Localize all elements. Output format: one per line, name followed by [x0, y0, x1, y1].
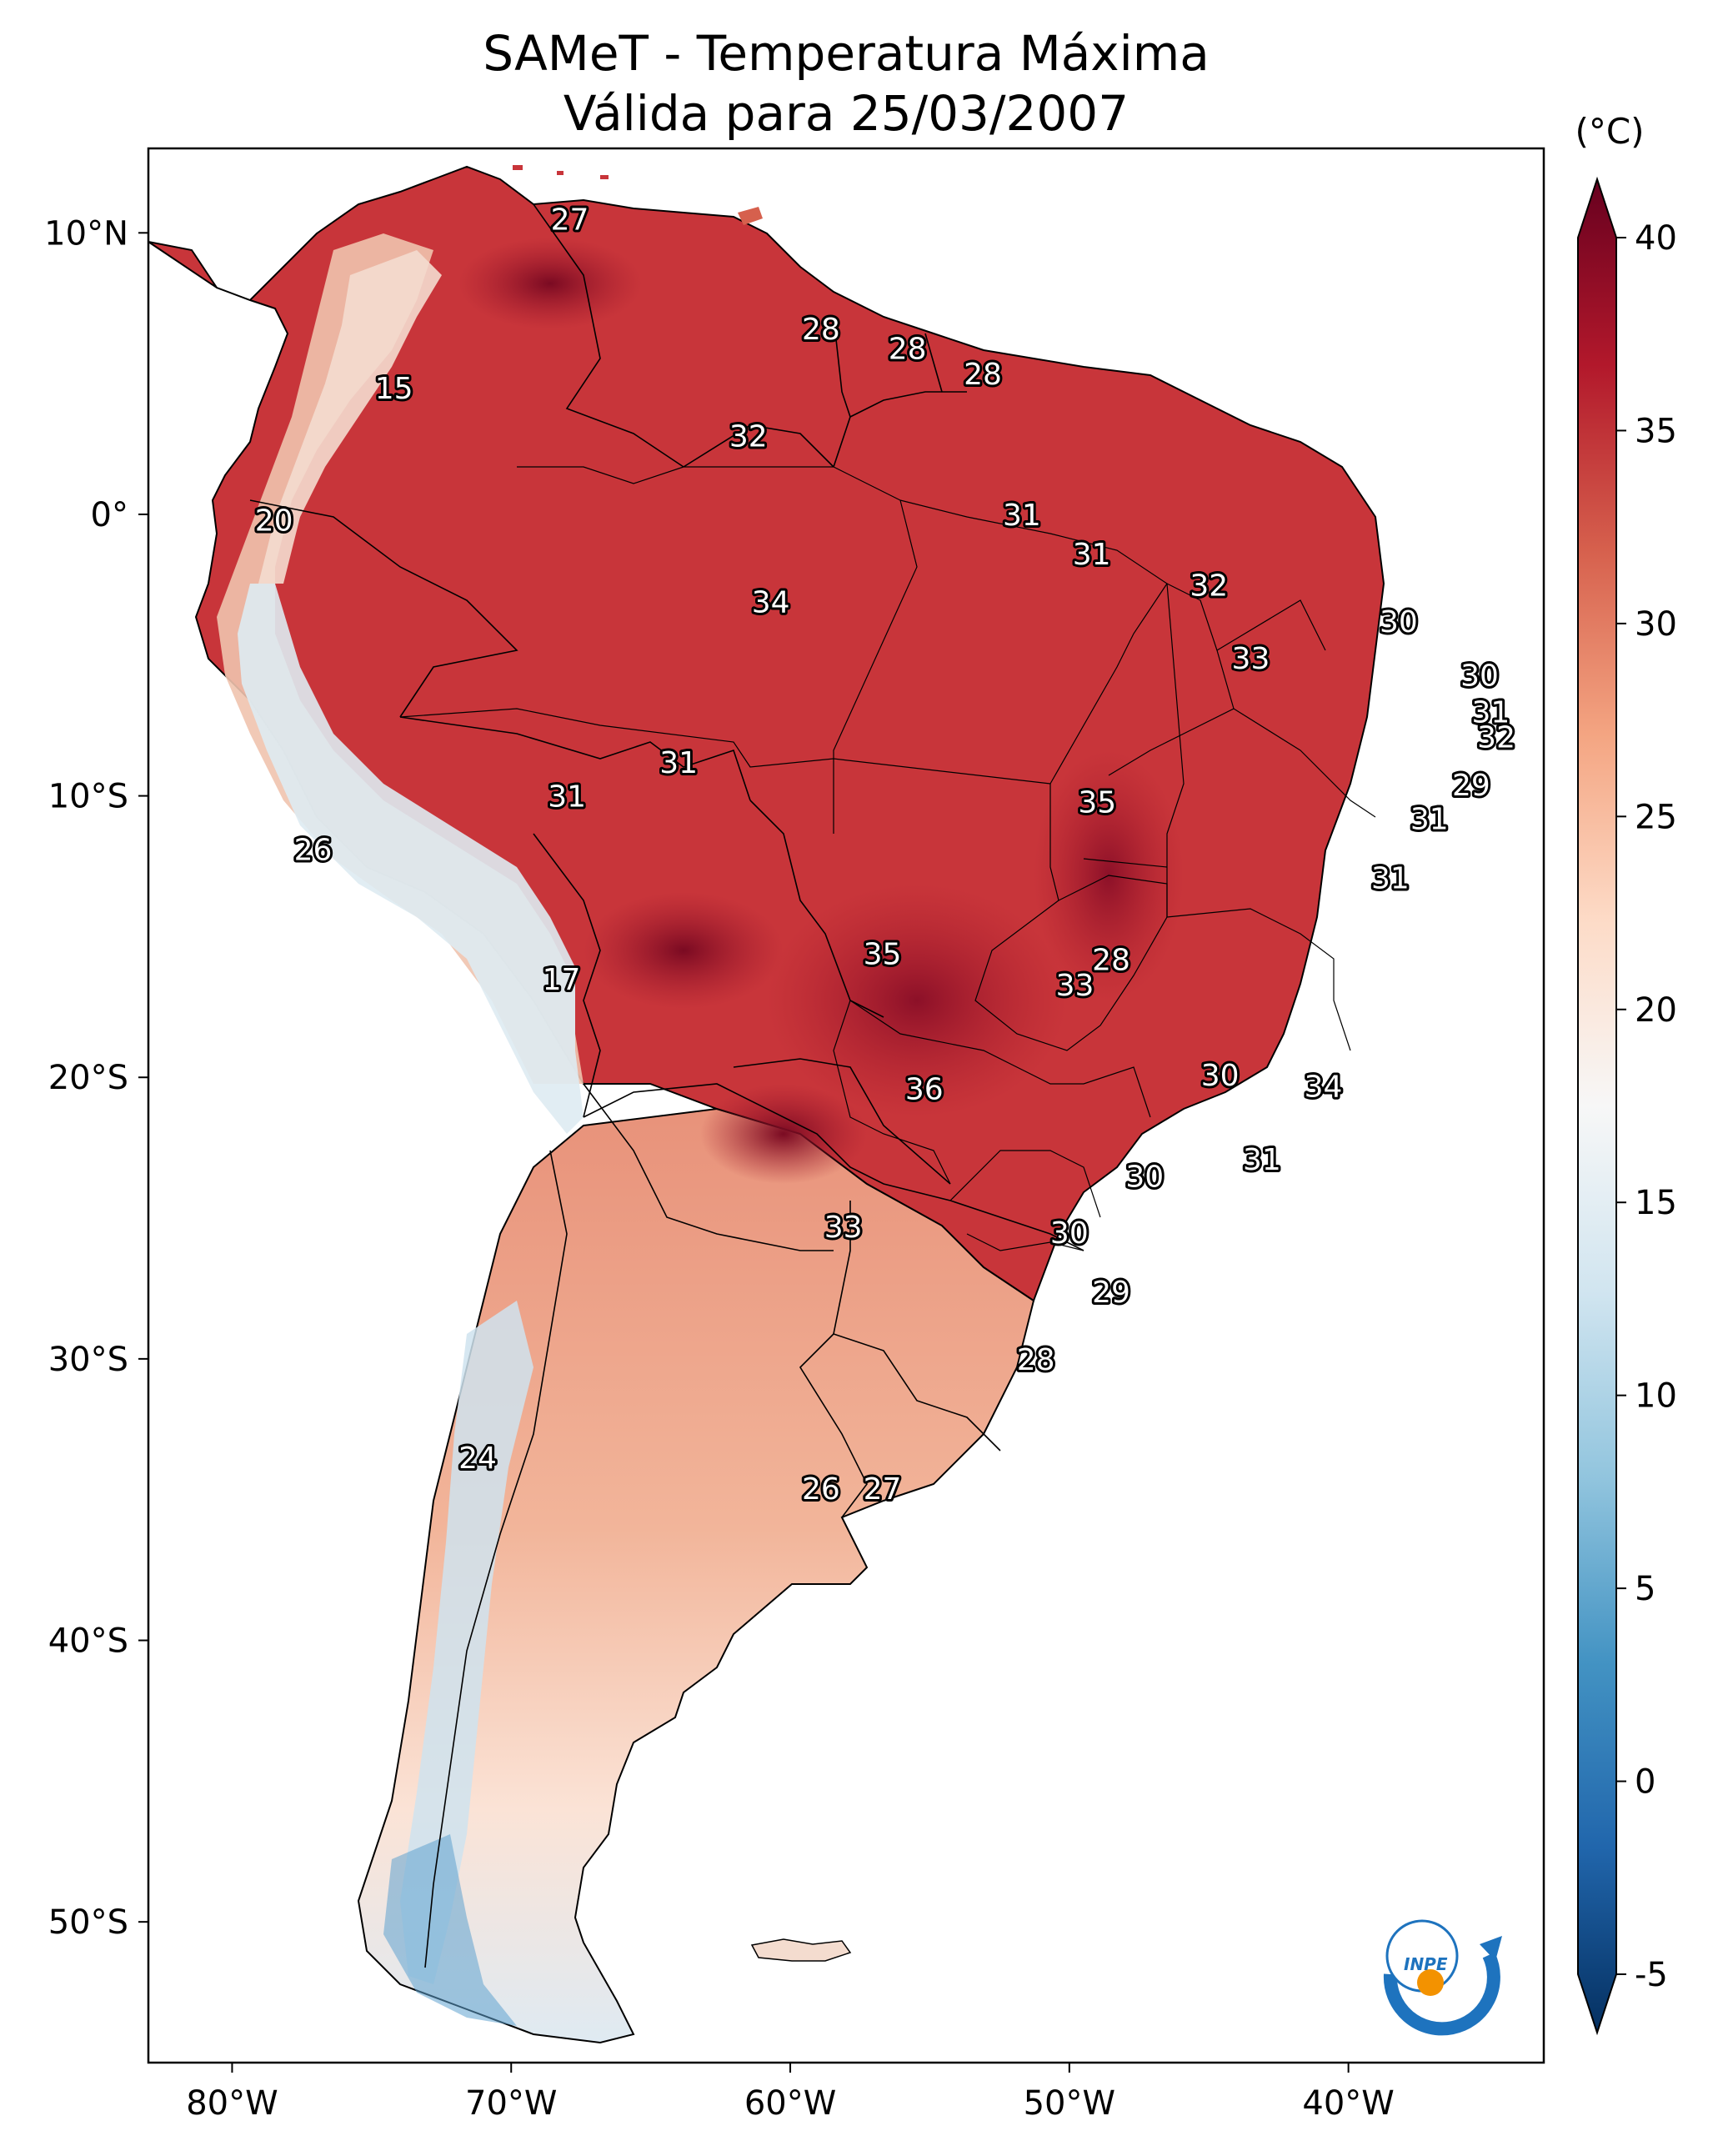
lat-tick-label: 20°S [48, 1059, 128, 1097]
station-value-label: 31 [548, 780, 586, 815]
station-value-label: 28 [802, 313, 840, 347]
station-value-label: 34 [1305, 1070, 1343, 1104]
station-value-label: 31 [1243, 1143, 1281, 1177]
station-value-label: 33 [824, 1211, 863, 1245]
colorbar-unit-label: (°C) [1575, 111, 1644, 152]
station-value-label: 31 [1073, 538, 1111, 572]
station-value-label: 31 [1471, 695, 1510, 730]
colorbar-tick-label: 10 [1635, 1377, 1677, 1416]
station-value-label: 28 [964, 358, 1002, 392]
station-value-label: 33 [1232, 642, 1270, 676]
lat-tick-label: 30°S [48, 1341, 128, 1379]
patagonia-cold-band [383, 1834, 517, 2026]
colorbar-tick-label: 5 [1635, 1570, 1655, 1608]
caribbean-island [738, 207, 763, 225]
colorbar-tick-label: -5 [1635, 1956, 1668, 1994]
colorbar-gradient [1577, 176, 1617, 2036]
station-value-label: 17 [543, 963, 581, 997]
state-borders [399, 466, 1376, 1251]
lat-tick-label: 50°S [48, 1903, 128, 1942]
lon-tick-label: 70°W [465, 2084, 557, 2123]
caribbean-island-small [513, 165, 523, 170]
station-value-label: 31 [1003, 499, 1041, 533]
colorbar-tick-label: 30 [1635, 605, 1677, 644]
caribbean-island-small-3 [600, 175, 609, 179]
map-frame [147, 147, 1545, 2064]
station-value-label: 30 [1201, 1059, 1240, 1093]
logo-blue-arc [1383, 1952, 1500, 2036]
logo-arrow-head [1480, 1936, 1502, 1961]
station-value-label: 26 [294, 834, 333, 868]
hotspot-venezuela [458, 238, 642, 329]
lat-tick-label: 40°S [48, 1622, 128, 1661]
logo-text: INPE [1404, 1954, 1448, 1974]
colorbar-tick-label: 40 [1635, 219, 1677, 258]
map-title: SAMeT - Temperatura Máxima Válida para 2… [148, 23, 1544, 143]
tropical-land [148, 165, 1385, 1302]
colorbar-tick-label: 20 [1635, 991, 1677, 1030]
hotspot-bolivia [584, 892, 784, 1009]
title-line-2: Válida para 25/03/2007 [563, 85, 1129, 142]
title-line-1: SAMeT - Temperatura Máxima [483, 25, 1210, 82]
lon-tick-label: 50°W [1024, 2084, 1115, 2123]
station-value-label: 31 [659, 746, 698, 780]
station-value-label: 27 [864, 1472, 902, 1507]
station-value-label: 35 [1078, 785, 1116, 820]
station-value-label: 27 [551, 203, 589, 237]
station-value-label: 31 [1410, 803, 1449, 837]
station-value-label: 30 [1380, 605, 1418, 639]
lat-tick-label: 10°S [48, 778, 128, 816]
colorbar: (°C) 40 35 30 25 20 15 10 5 0 -5 [1575, 111, 1677, 2036]
station-value-label: 28 [1017, 1343, 1055, 1377]
country-borders [249, 203, 1084, 1968]
inpe-logo: INPE [1383, 1919, 1502, 2036]
station-value-label: 26 [802, 1472, 840, 1507]
andes-cold-band [400, 1301, 533, 1984]
station-value-label: 28 [889, 333, 927, 367]
station-value-label: 36 [905, 1073, 944, 1107]
lat-tick-label: 10°N [44, 214, 128, 253]
andes-colombia-cool-band [258, 250, 442, 584]
station-value-label: 35 [864, 938, 902, 972]
station-value-label: 32 [1190, 569, 1228, 603]
station-value-label: 32 [1477, 721, 1515, 755]
station-value-label: 29 [1092, 1276, 1130, 1310]
station-value-label: 31 [1371, 862, 1410, 896]
station-value-label: 20 [255, 504, 293, 539]
colorbar-tick-label: 35 [1635, 412, 1677, 450]
station-value-label: 28 [1092, 943, 1130, 977]
map-layer [148, 165, 1385, 2044]
station-value-label: 34 [752, 586, 790, 620]
station-value-label: 30 [1125, 1160, 1164, 1194]
station-value-label: 15 [375, 372, 413, 406]
station-value-label: 29 [1452, 769, 1490, 803]
colorbar-ticks: 40 35 30 25 20 15 10 5 0 -5 [1616, 219, 1677, 1994]
station-value-label: 32 [729, 419, 768, 454]
lat-tick-label: 0° [91, 496, 128, 534]
station-value-label: 24 [458, 1442, 497, 1476]
station-value-label: 30 [1460, 659, 1499, 693]
station-value-label: 33 [1056, 969, 1094, 1003]
colorbar-tick-label: 15 [1635, 1184, 1677, 1222]
longitude-ticks: 80°W 70°W 60°W 50°W 40°W [186, 2063, 1395, 2123]
falkland-islands [750, 1938, 852, 1962]
station-value-label: 30 [1050, 1216, 1089, 1251]
colorbar-tick-label: 25 [1635, 798, 1677, 836]
lon-tick-label: 80°W [186, 2084, 278, 2123]
lon-tick-label: 60°W [744, 2084, 836, 2123]
caribbean-island-small-2 [557, 171, 563, 175]
colorbar-tick-label: 0 [1635, 1763, 1655, 1802]
logo-orange-dot [1417, 1969, 1444, 1996]
latitude-ticks: 10°N 0° 10°S 20°S 30°S 40°S 50°S [44, 214, 148, 1942]
hotspot-mato-grosso [767, 884, 1067, 1117]
andes-peru-cold-band [238, 584, 584, 1134]
lon-tick-label: 40°W [1302, 2084, 1394, 2123]
hotspot-paraguay [700, 1084, 867, 1184]
